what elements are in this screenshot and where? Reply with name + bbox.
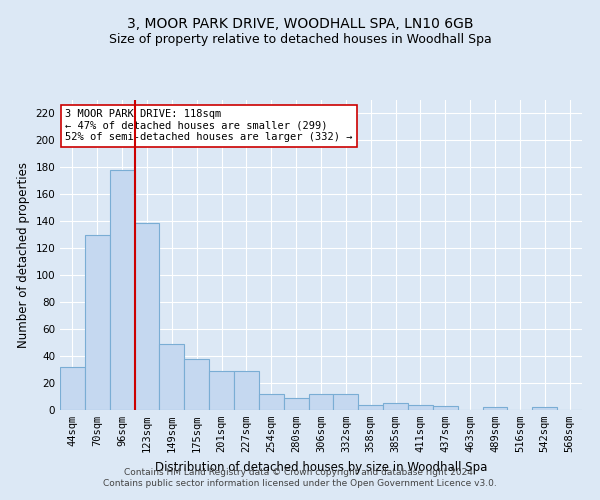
Bar <box>284 398 308 410</box>
Bar <box>85 235 110 410</box>
Bar <box>532 408 557 410</box>
Y-axis label: Number of detached properties: Number of detached properties <box>17 162 30 348</box>
Text: Contains HM Land Registry data © Crown copyright and database right 2024.
Contai: Contains HM Land Registry data © Crown c… <box>103 468 497 487</box>
Bar <box>60 367 85 410</box>
Bar <box>134 222 160 410</box>
Bar <box>259 394 284 410</box>
Bar <box>358 404 383 410</box>
Text: 3 MOOR PARK DRIVE: 118sqm
← 47% of detached houses are smaller (299)
52% of semi: 3 MOOR PARK DRIVE: 118sqm ← 47% of detac… <box>65 110 353 142</box>
Bar <box>334 394 358 410</box>
Bar <box>482 408 508 410</box>
Text: Size of property relative to detached houses in Woodhall Spa: Size of property relative to detached ho… <box>109 32 491 46</box>
Bar <box>110 170 134 410</box>
Bar <box>408 404 433 410</box>
X-axis label: Distribution of detached houses by size in Woodhall Spa: Distribution of detached houses by size … <box>155 460 487 473</box>
Bar <box>308 394 334 410</box>
Bar <box>234 371 259 410</box>
Bar <box>209 371 234 410</box>
Bar <box>184 359 209 410</box>
Text: 3, MOOR PARK DRIVE, WOODHALL SPA, LN10 6GB: 3, MOOR PARK DRIVE, WOODHALL SPA, LN10 6… <box>127 18 473 32</box>
Bar <box>383 404 408 410</box>
Bar <box>433 406 458 410</box>
Bar <box>160 344 184 410</box>
